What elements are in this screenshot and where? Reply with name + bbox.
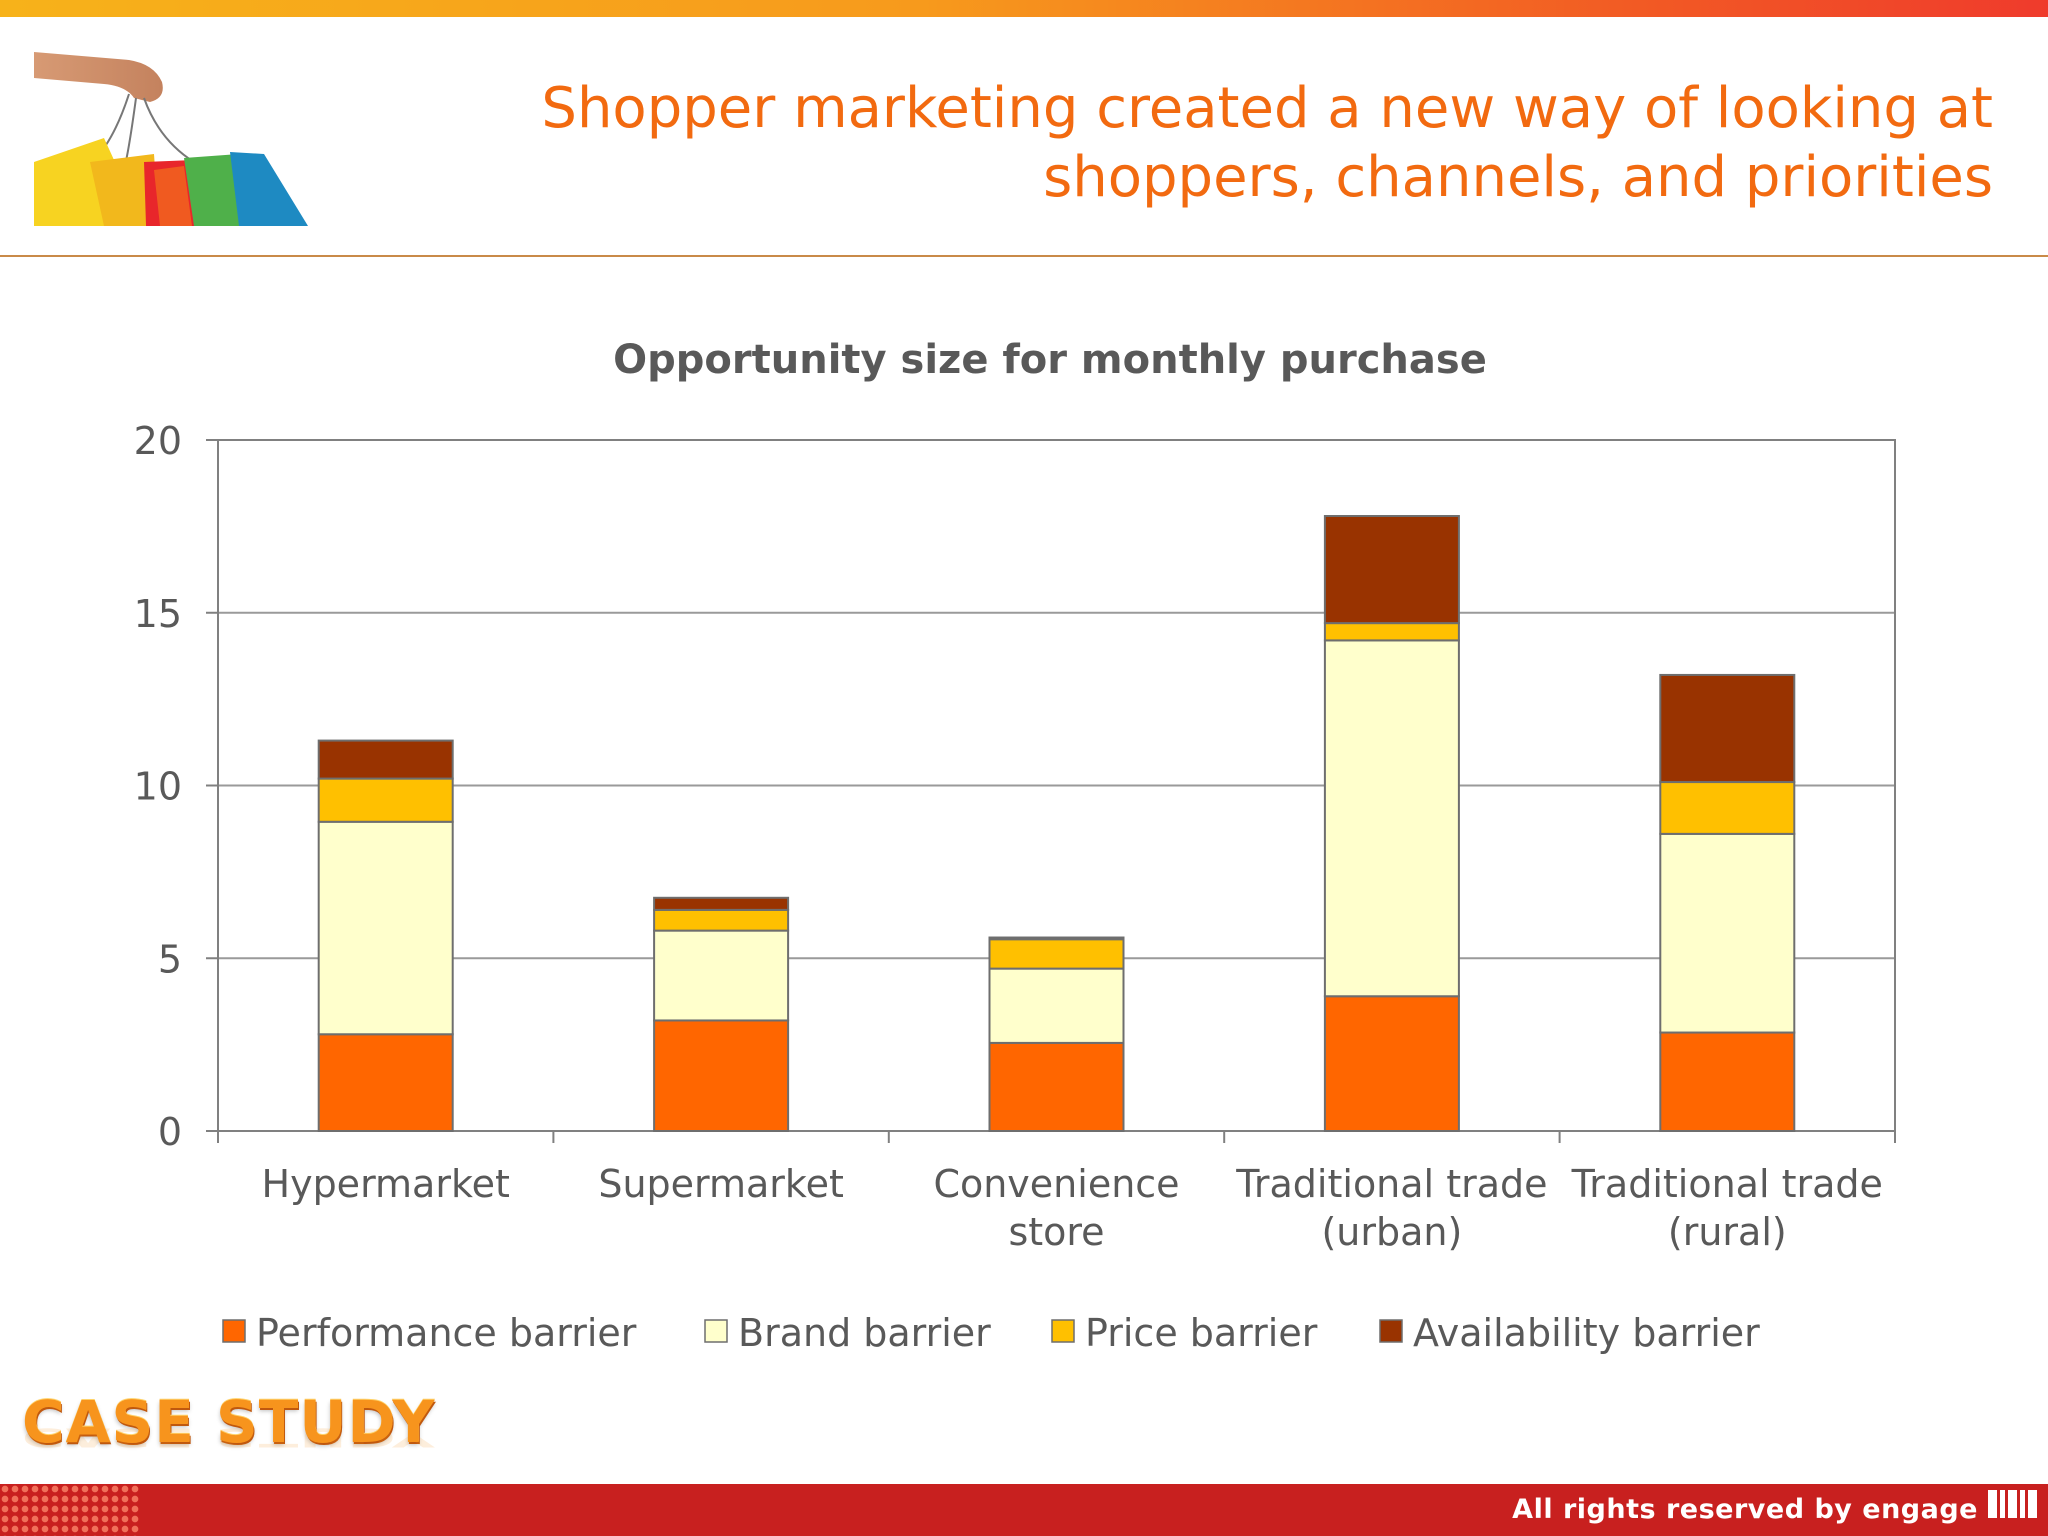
x-tick-label: (rural) — [1668, 1210, 1787, 1254]
bar-segment — [1659, 1031, 1796, 1132]
title-divider — [0, 255, 2048, 257]
bar-segment — [1323, 995, 1460, 1132]
bar-segment — [653, 929, 790, 1022]
x-tick-label: store — [1008, 1210, 1104, 1254]
x-tick-label: Traditional trade — [1235, 1162, 1547, 1206]
bar-segment — [1659, 781, 1796, 835]
x-tick-label: Traditional trade — [1571, 1162, 1883, 1206]
bar-segment — [317, 739, 454, 780]
legend-label: Brand barrier — [738, 1311, 991, 1355]
bar-segment — [988, 938, 1125, 970]
legend-swatch — [1051, 1319, 1075, 1343]
shopping-bags-image — [34, 50, 308, 226]
legend-label: Price barrier — [1085, 1311, 1318, 1355]
chart-title: Opportunity size for monthly purchase — [613, 337, 1487, 383]
y-tick-label: 15 — [134, 592, 182, 636]
x-tick-label: (urban) — [1321, 1210, 1462, 1254]
legend-swatch — [1379, 1319, 1403, 1343]
x-tick-label: Convenience — [933, 1162, 1179, 1206]
engage-logo-icon — [1988, 1490, 2037, 1518]
y-tick-label: 0 — [158, 1110, 182, 1154]
slide-title: Shopper marketing created a new way of l… — [493, 74, 1993, 212]
stacked-bar-chart: Opportunity size for monthly purchase 0 5 1… — [134, 337, 1896, 1355]
bar-segment — [317, 1033, 454, 1133]
footer-bar — [0, 1484, 2048, 1536]
bar-segment — [1659, 832, 1796, 1034]
footer-dot-pattern — [0, 1484, 140, 1536]
legend-swatch — [704, 1319, 728, 1343]
legend-label: Availability barrier — [1413, 1311, 1760, 1355]
y-tick-label: 10 — [134, 765, 182, 809]
slide-title-line-2: shoppers, channels, and priorities — [1043, 145, 1993, 210]
bar-segment — [317, 777, 454, 823]
case-study-reflection: CASE STUDY — [22, 1422, 436, 1453]
bar-segment — [988, 1041, 1125, 1132]
case-study-label: CASE STUDY — [22, 1388, 436, 1456]
bar-segment — [1323, 639, 1460, 998]
bar-segment — [653, 1019, 790, 1132]
y-tick-label: 20 — [134, 419, 182, 463]
bar-segment — [1659, 673, 1796, 784]
legend-label: Performance barrier — [256, 1311, 637, 1355]
bar-segment — [988, 967, 1125, 1044]
bar-segment — [653, 908, 790, 932]
bar-segment — [1323, 515, 1460, 625]
top-accent-bar — [0, 0, 2048, 17]
x-tick-label: Hypermarket — [262, 1162, 510, 1206]
x-tick-label: Supermarket — [598, 1162, 844, 1206]
bar-segment — [653, 896, 790, 911]
slide-title-line-1: Shopper marketing created a new way of l… — [541, 76, 1993, 141]
copyright-text: All rights reserved by engage — [1512, 1494, 1978, 1525]
y-tick-label: 5 — [158, 937, 182, 981]
bar-segment — [1323, 622, 1460, 642]
legend-swatch — [222, 1319, 246, 1343]
bar-segment — [988, 936, 1125, 941]
bar-segment — [317, 820, 454, 1036]
